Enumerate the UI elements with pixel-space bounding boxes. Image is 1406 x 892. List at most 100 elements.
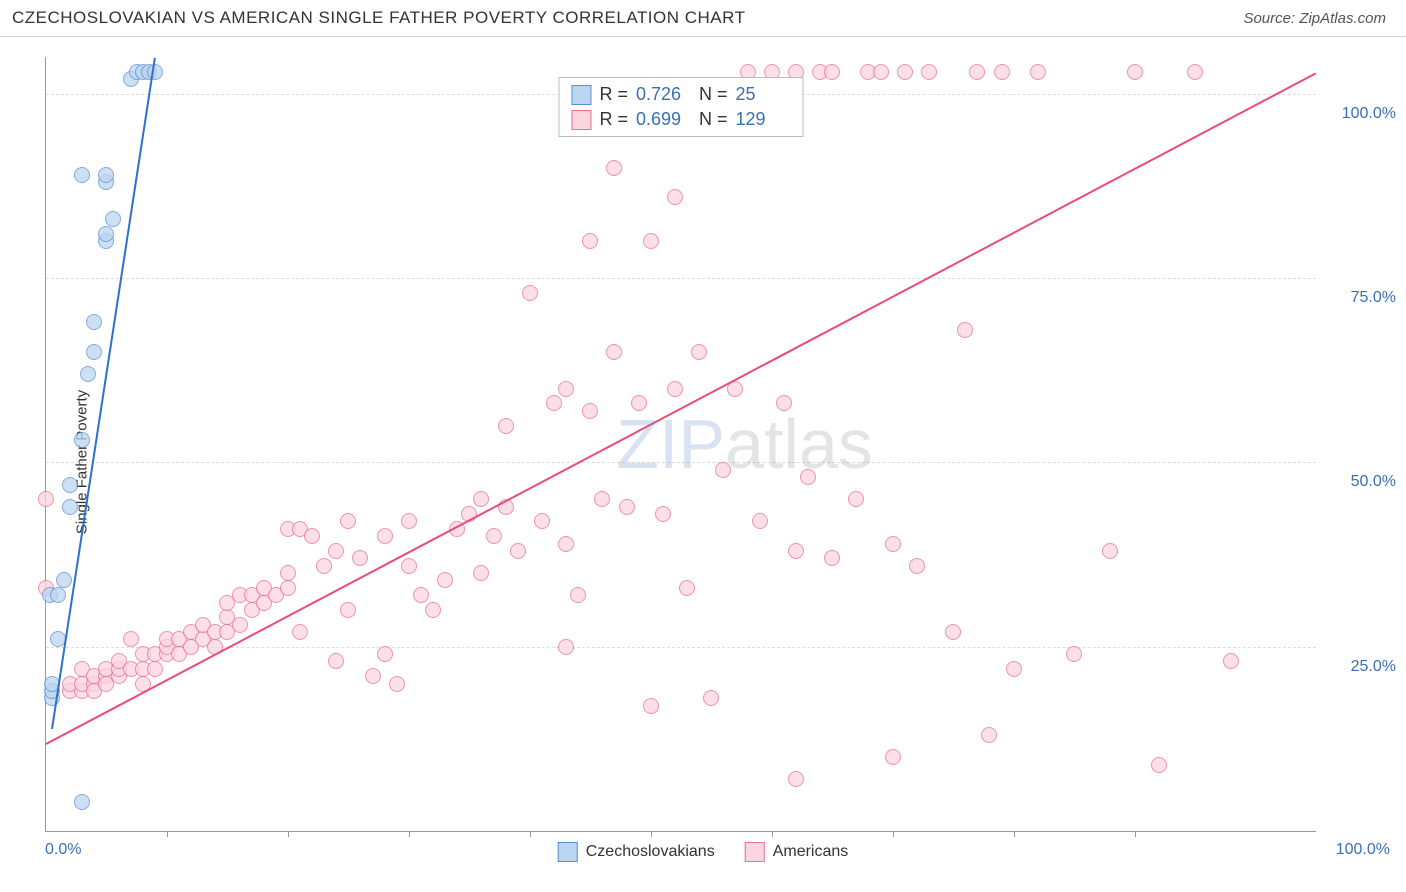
grid-line-h [46,462,1316,463]
chart-title: CZECHOSLOVAKIAN VS AMERICAN SINGLE FATHE… [12,8,745,28]
stats-n-label-1: N = [699,109,728,130]
scatter-point [981,727,997,743]
scatter-point [413,587,429,603]
y-tick-label: 100.0% [1326,105,1396,123]
scatter-point [582,233,598,249]
trend-line [51,58,156,729]
scatter-point [389,676,405,692]
scatter-point [703,690,719,706]
scatter-point [425,602,441,618]
watermark-atlas: atlas [725,405,873,483]
watermark: ZIPatlas [616,404,873,484]
stats-row-1: R = 0.699 N = 129 [571,107,790,132]
scatter-point [994,64,1010,80]
scatter-point [377,528,393,544]
scatter-point [38,491,54,507]
scatter-point [1127,64,1143,80]
scatter-point [365,668,381,684]
scatter-point [280,580,296,596]
scatter-point [340,513,356,529]
scatter-point [473,565,489,581]
stats-r-value-0: 0.726 [636,84,691,105]
scatter-point [897,64,913,80]
scatter-point [776,395,792,411]
stats-r-label-0: R = [599,84,628,105]
scatter-point [558,381,574,397]
scatter-point [1187,64,1203,80]
scatter-point [558,639,574,655]
scatter-point [945,624,961,640]
y-tick-label: 25.0% [1326,658,1396,676]
scatter-point [788,771,804,787]
scatter-point [510,543,526,559]
header: CZECHOSLOVAKIAN VS AMERICAN SINGLE FATHE… [0,0,1406,37]
stats-n-value-0: 25 [736,84,791,105]
scatter-point [800,469,816,485]
scatter-point [147,64,163,80]
scatter-point [1066,646,1082,662]
scatter-point [522,285,538,301]
scatter-point [74,794,90,810]
scatter-point [885,749,901,765]
scatter-point [619,499,635,515]
scatter-point [62,477,78,493]
scatter-point [558,536,574,552]
stats-r-value-1: 0.699 [636,109,691,130]
scatter-point [570,587,586,603]
scatter-point [80,366,96,382]
stats-swatch-0 [571,85,591,105]
scatter-point [534,513,550,529]
scatter-point [105,211,121,227]
x-minor-tick [530,831,531,837]
scatter-point [873,64,889,80]
scatter-point [921,64,937,80]
scatter-point [824,550,840,566]
scatter-point [606,344,622,360]
scatter-point [401,558,417,574]
scatter-point [74,167,90,183]
x-minor-tick [893,831,894,837]
scatter-point [86,344,102,360]
scatter-point [643,698,659,714]
x-tick-label: 0.0% [45,841,81,859]
stats-box: R = 0.726 N = 25 R = 0.699 N = 129 [558,77,803,137]
scatter-point [1151,757,1167,773]
x-minor-tick [288,831,289,837]
scatter-point [582,403,598,419]
legend-swatch-1 [745,842,765,862]
scatter-point [885,536,901,552]
source-label: Source: ZipAtlas.com [1243,10,1386,27]
scatter-point [691,344,707,360]
scatter-point [594,491,610,507]
scatter-point [606,160,622,176]
scatter-point [50,587,66,603]
scatter-point [788,543,804,559]
grid-line-h [46,647,1316,648]
scatter-point [62,499,78,515]
scatter-point [752,513,768,529]
scatter-point [473,491,489,507]
scatter-point [824,64,840,80]
scatter-point [377,646,393,662]
x-minor-tick [1135,831,1136,837]
scatter-point [655,506,671,522]
stats-swatch-1 [571,110,591,130]
bottom-legend: Czechoslovakians Americans [558,842,849,862]
scatter-point [1102,543,1118,559]
legend-item-0: Czechoslovakians [558,842,715,862]
y-tick-label: 50.0% [1326,473,1396,491]
scatter-point [631,395,647,411]
x-minor-tick [772,831,773,837]
scatter-point [486,528,502,544]
scatter-point [98,226,114,242]
scatter-point [304,528,320,544]
legend-label-0: Czechoslovakians [586,843,715,861]
scatter-point [969,64,985,80]
scatter-point [86,314,102,330]
scatter-point [328,543,344,559]
trend-line [46,72,1317,745]
scatter-point [340,602,356,618]
scatter-point [546,395,562,411]
scatter-point [848,491,864,507]
scatter-point [56,572,72,588]
